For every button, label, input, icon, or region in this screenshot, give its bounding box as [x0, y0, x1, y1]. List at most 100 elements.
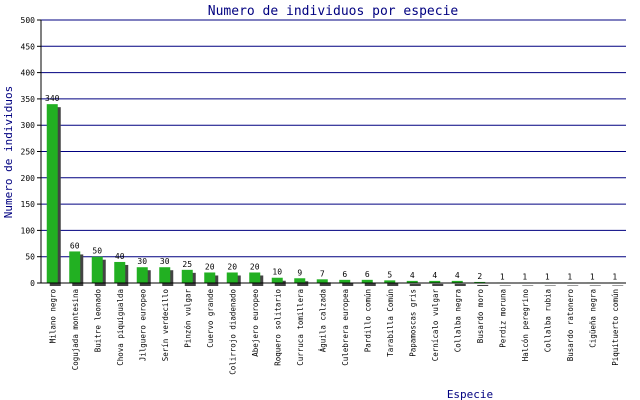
category-label: Busardo moro — [476, 289, 485, 344]
bar — [136, 267, 148, 283]
bar — [451, 280, 463, 283]
bar — [91, 256, 103, 283]
y-tick-label: 350 — [21, 95, 36, 104]
bar-shadow — [567, 285, 579, 286]
y-tick-label: 450 — [21, 42, 36, 51]
category-label: Águila calzada — [318, 289, 327, 352]
data-label: 1 — [522, 272, 527, 281]
data-label: 7 — [320, 269, 325, 278]
category-label: Abejero europeo — [251, 289, 260, 357]
bar-shadow — [522, 285, 534, 286]
bar-shadow — [612, 285, 624, 286]
y-tick-label: 300 — [21, 121, 36, 130]
y-tick-label: 100 — [21, 226, 36, 235]
bar — [249, 272, 261, 283]
bar — [429, 280, 441, 283]
category-label: Cernícalo vulgar — [431, 289, 440, 362]
bar — [361, 279, 373, 283]
category-label: Busardo ratonero — [566, 289, 575, 362]
data-label: 4 — [455, 271, 460, 280]
data-label: 50 — [92, 247, 102, 256]
y-tick-label: 400 — [21, 69, 36, 78]
bar — [316, 279, 328, 283]
data-label: 9 — [297, 268, 302, 277]
category-label: Milano negro — [48, 289, 57, 344]
data-label: 30 — [160, 257, 170, 266]
bar-shadow — [409, 283, 421, 286]
category-label: Collalba negra — [453, 289, 462, 352]
bar-shadow — [432, 283, 444, 286]
bar — [159, 267, 171, 283]
y-tick-label: 0 — [30, 279, 35, 288]
bar — [226, 272, 238, 283]
category-label: Cigüeña negra — [588, 289, 597, 348]
data-label: 6 — [365, 270, 370, 279]
y-axis-ticks: 0 50 100 150 200 250 300 350 400 450 500 — [21, 16, 41, 288]
data-labels: 340 60 50 40 30 30 25 20 20 20 10 9 7 6 6 5 4 4 4 2 1 1 1 1 1 1 — [45, 94, 617, 281]
data-label: 5 — [387, 270, 392, 279]
bar — [406, 280, 418, 283]
y-tick-label: 200 — [21, 174, 36, 183]
category-label: Roquero solitario — [273, 289, 282, 366]
bar — [204, 272, 216, 283]
data-label: 1 — [590, 272, 595, 281]
category-label: Cogujada montesina — [71, 289, 80, 370]
data-label: 340 — [45, 94, 60, 103]
data-label: 4 — [410, 271, 415, 280]
category-label: Pardillo común — [363, 289, 372, 352]
y-tick-label: 250 — [21, 148, 36, 157]
data-label: 10 — [272, 268, 282, 277]
data-label: 1 — [500, 272, 505, 281]
data-label: 20 — [227, 262, 237, 271]
x-axis-label: Especie — [447, 388, 493, 400]
category-label: Papamoscas gris — [408, 289, 417, 357]
bar-shadow — [477, 284, 489, 286]
data-label: 40 — [115, 252, 125, 261]
bar-shadow — [589, 285, 601, 286]
y-tick-label: 50 — [25, 253, 35, 262]
category-labels: Milano negro Cogujada montesina Buitre leo… — [48, 289, 620, 375]
category-label: Culebrera europea — [341, 289, 350, 366]
category-label: Serín verdecillo — [161, 289, 170, 362]
y-axis-label: Numero de individuos — [2, 86, 15, 218]
bar — [181, 269, 193, 283]
bar — [339, 279, 351, 283]
data-label: 60 — [70, 241, 80, 250]
category-label: Cuervo grande — [206, 289, 215, 348]
category-label: Collalba rubia — [543, 289, 552, 352]
axes — [40, 20, 626, 284]
grid — [41, 19, 626, 258]
y-tick-label: 150 — [21, 200, 36, 209]
bar — [474, 281, 486, 283]
bar-shadow — [454, 283, 466, 286]
data-label: 25 — [182, 260, 192, 269]
bar-shadow — [499, 285, 511, 286]
bar — [294, 278, 306, 283]
data-label: 1 — [612, 272, 617, 281]
bar — [384, 280, 396, 283]
bar-shadow — [319, 282, 331, 286]
category-label: Buitre leonado — [93, 289, 102, 353]
data-label: 30 — [137, 257, 147, 266]
category-label: Chova piquigualda — [116, 289, 125, 366]
bar-shadow — [342, 282, 354, 286]
bar — [114, 261, 126, 283]
y-tick-label: 500 — [21, 16, 36, 25]
bar-shadow — [364, 282, 376, 286]
category-label: Halcón peregrino — [521, 289, 530, 362]
bar — [69, 251, 81, 283]
category-label: Tarabilla Común — [386, 289, 395, 357]
data-label: 1 — [545, 272, 550, 281]
bar-shadow — [297, 281, 309, 286]
category-label: Colirrojo diadenado — [228, 289, 237, 375]
data-label: 6 — [342, 270, 347, 279]
category-label: Jilguero europeo — [138, 289, 147, 362]
data-label: 1 — [567, 272, 572, 281]
data-label: 4 — [432, 271, 437, 280]
category-label: Curruca tomillera — [296, 289, 305, 366]
category-label: Piquituerto común — [611, 289, 620, 366]
bar-shadow — [544, 285, 556, 286]
bar — [271, 277, 283, 283]
data-label: 20 — [250, 262, 260, 271]
